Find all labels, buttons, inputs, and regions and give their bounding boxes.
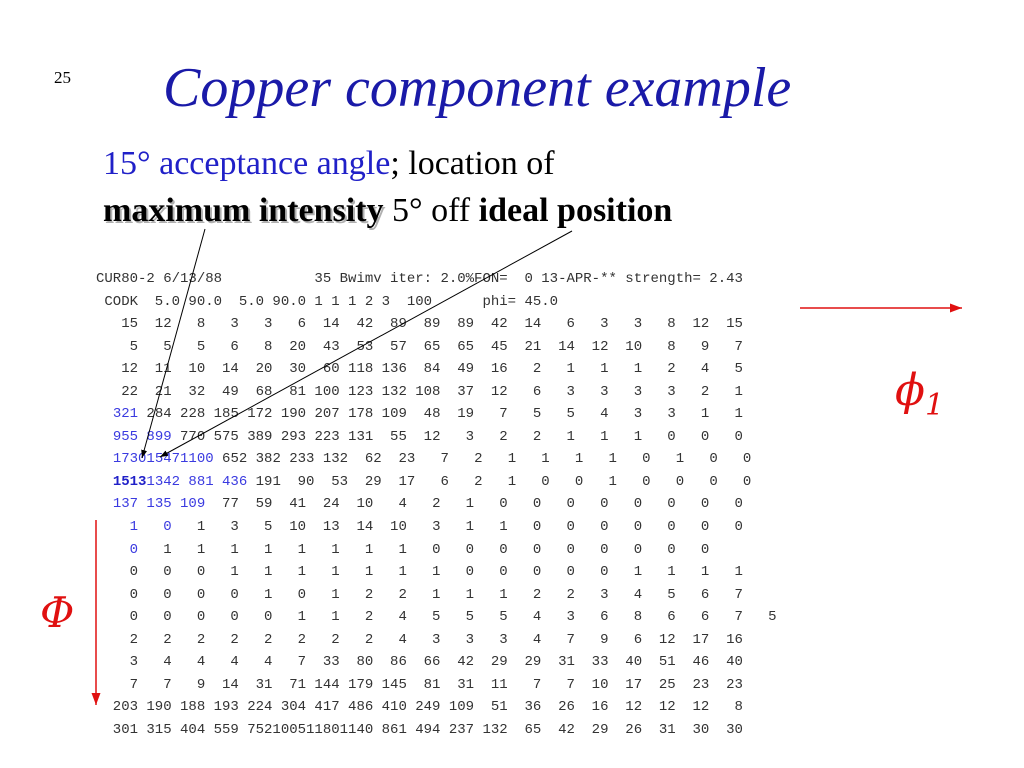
row-values <box>96 451 113 467</box>
data-row: 5 5 5 6 8 20 43 53 57 65 65 45 21 14 12 … <box>96 336 777 359</box>
data-table: CUR80-2 6/13/88 35 Bwimv iter: 2.0%FON= … <box>96 268 777 741</box>
slide-title: Copper component example <box>163 57 792 119</box>
row-values: 301 315 404 559 752100511801140 861 494 … <box>96 721 743 738</box>
data-row: 3 4 4 4 4 7 33 80 86 66 42 29 29 31 33 4… <box>96 651 777 674</box>
highlighted-value: 173015471100 <box>112 451 214 468</box>
row-values: 3 4 4 4 4 7 33 80 86 66 42 29 29 31 33 4… <box>96 654 743 671</box>
row-values <box>96 519 130 535</box>
phi1-symbol: ϕ <box>895 365 925 416</box>
data-row: 0 1 1 1 1 1 1 1 1 0 0 0 0 0 0 0 0 0 <box>96 539 777 562</box>
data-row: 12 11 10 14 20 30 60 118 136 84 49 16 2 … <box>96 358 777 381</box>
highlighted-value: 1342 881 436 <box>146 473 248 490</box>
data-row: 22 21 32 49 68 81 100 123 132 108 37 12 … <box>96 381 777 404</box>
row-values: 652 382 233 132 62 23 7 2 1 1 1 1 0 1 0 … <box>213 451 752 468</box>
row-values: 7 7 9 14 31 71 144 179 145 81 31 11 7 7 … <box>96 676 743 693</box>
row-values: 284 228 185 172 190 207 178 109 48 19 7 … <box>138 406 743 423</box>
row-values: 5 5 5 6 8 20 43 53 57 65 65 45 21 14 12 … <box>96 338 743 355</box>
ideal-position-text: ideal position <box>478 192 673 229</box>
highlighted-value: 137 135 109 <box>112 496 206 513</box>
data-rows: 15 12 8 3 3 6 14 42 89 89 89 42 14 6 3 3… <box>96 313 777 741</box>
offset-text: 5° off <box>383 192 479 229</box>
row-values: 77 59 41 24 10 4 2 1 0 0 0 0 0 0 0 0 <box>205 496 743 513</box>
data-row: 1 0 1 3 5 10 13 14 10 3 1 1 0 0 0 0 0 0 … <box>96 516 777 539</box>
data-row: 15 12 8 3 3 6 14 42 89 89 89 42 14 6 3 3… <box>96 313 777 336</box>
row-values: 0 0 0 1 1 1 1 1 1 1 0 0 0 0 0 1 1 1 1 <box>96 564 743 581</box>
highlighted-value: 1513 <box>112 473 147 490</box>
data-row: 173015471100 652 382 233 132 62 23 7 2 1… <box>96 448 777 471</box>
data-header-1: CUR80-2 6/13/88 35 Bwimv iter: 2.0%FON= … <box>96 271 743 287</box>
row-values: 2 2 2 2 2 2 2 2 4 3 3 3 4 7 9 6 12 17 16 <box>96 631 743 648</box>
row-values <box>96 406 113 422</box>
acceptance-angle-text: 15° acceptance angle <box>103 145 391 182</box>
data-row: 15131342 881 436 191 90 53 29 17 6 2 1 0… <box>96 471 777 494</box>
row-values: 0 0 0 0 0 1 1 2 4 5 5 5 4 3 6 8 6 6 7 5 <box>96 609 777 626</box>
data-header-2: CODK 5.0 90.0 5.0 90.0 1 1 1 2 3 100 phi… <box>96 293 559 310</box>
data-row: 955 899 770 575 389 293 223 131 55 12 3 … <box>96 426 777 449</box>
highlighted-value: 321 <box>112 406 139 423</box>
maximum-intensity-text: maximum intensity <box>103 192 384 229</box>
highlighted-value: 1 0 <box>129 519 172 536</box>
row-values <box>96 542 130 558</box>
Phi-label: Φ <box>40 588 75 637</box>
data-row: 0 0 0 0 1 0 1 2 2 1 1 1 2 2 3 4 5 6 7 <box>96 584 777 607</box>
row-values: 191 90 53 29 17 6 2 1 0 0 1 0 0 0 0 <box>247 473 752 490</box>
row-values <box>96 429 113 445</box>
row-values: 15 12 8 3 3 6 14 42 89 89 89 42 14 6 3 3… <box>96 316 743 333</box>
phi1-subscript: 1 <box>925 388 945 423</box>
data-row: 203 190 188 193 224 304 417 486 410 249 … <box>96 696 777 719</box>
row-values: 770 575 389 293 223 131 55 12 3 2 2 1 1 … <box>171 428 743 445</box>
phi1-label: ϕ1 <box>895 365 944 423</box>
subtitle-line-1: 15° acceptance angle; location of <box>103 140 672 187</box>
row-values: 203 190 188 193 224 304 417 486 410 249 … <box>96 699 743 716</box>
data-row: 301 315 404 559 752100511801140 861 494 … <box>96 719 777 742</box>
location-of-text: ; location of <box>390 145 555 182</box>
slide-number: 25 <box>54 68 71 87</box>
subtitle: 15° acceptance angle; location of maximu… <box>103 140 672 234</box>
row-values: 0 0 0 0 1 0 1 2 2 1 1 1 2 2 3 4 5 6 7 <box>96 586 743 603</box>
row-values: 1 1 1 1 1 1 1 1 0 0 0 0 0 0 0 0 0 <box>138 541 710 558</box>
row-values: 1 3 5 10 13 14 10 3 1 1 0 0 0 0 0 0 0 <box>171 519 743 536</box>
data-row: 2 2 2 2 2 2 2 2 4 3 3 3 4 7 9 6 12 17 16 <box>96 629 777 652</box>
row-values <box>96 474 113 490</box>
highlighted-value: 955 899 <box>112 428 172 445</box>
data-row: 7 7 9 14 31 71 144 179 145 81 31 11 7 7 … <box>96 674 777 697</box>
row-values: 12 11 10 14 20 30 60 118 136 84 49 16 2 … <box>96 361 743 378</box>
data-row: 0 0 0 1 1 1 1 1 1 1 0 0 0 0 0 1 1 1 1 <box>96 561 777 584</box>
row-values <box>96 496 113 512</box>
data-row: 137 135 109 77 59 41 24 10 4 2 1 0 0 0 0… <box>96 493 777 516</box>
row-values: 22 21 32 49 68 81 100 123 132 108 37 12 … <box>96 383 743 400</box>
subtitle-line-2: maximum intensity 5° off ideal position <box>103 187 672 234</box>
highlighted-value: 0 <box>129 541 139 558</box>
data-row: 321 284 228 185 172 190 207 178 109 48 1… <box>96 403 777 426</box>
data-row: 0 0 0 0 0 1 1 2 4 5 5 5 4 3 6 8 6 6 7 5 <box>96 606 777 629</box>
